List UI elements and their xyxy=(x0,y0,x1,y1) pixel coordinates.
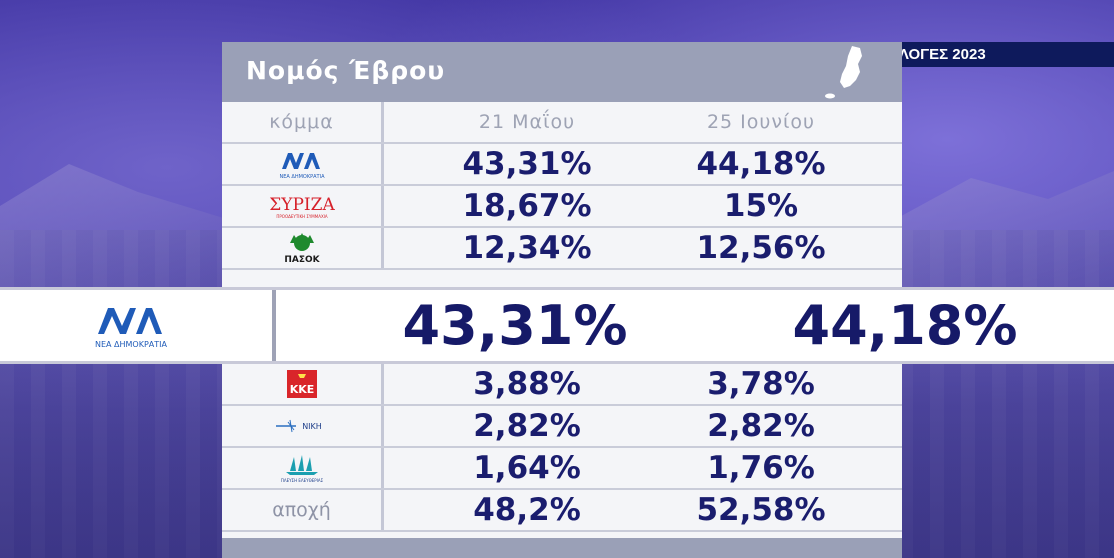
niki-june-value: 2,82% xyxy=(707,408,815,444)
syriza-logo: ΣΥΡΙΖΑ ΠΡΟΟΔΕΥΤΙΚΗ ΣΥΜΜΑΧΙΑ xyxy=(222,186,384,226)
highlight-nd-logo-icon: ΝΕΑ ΔΗΜΟΚΡΑΤΙΑ xyxy=(95,307,168,349)
table-row-nd: ΝΕΑ ΔΗΜΟΚΡΑΤΙΑ 43,31% 44,18% xyxy=(222,144,902,186)
pasok-logo-icon: ΠΑΣΟΚ xyxy=(284,233,320,265)
june-column-header: 25 Ιουνίου xyxy=(706,111,816,133)
table-header-row: κόμμα 21 Μαΐου 25 Ιουνίου xyxy=(222,102,902,144)
nd-logo-text: ΝΕΑ ΔΗΜΟΚΡΑΤΙΑ xyxy=(279,174,325,180)
pasok-may-value: 12,34% xyxy=(462,230,592,266)
plefsi-logo-icon: ΠΛΕΥΣΗ ΕΛΕΥΘΕΡΙΑΣ xyxy=(280,455,323,483)
niki-logo: ΝΙΚΗ xyxy=(222,406,384,446)
panel-header: Νομός Έβρου xyxy=(222,42,902,102)
syriza-logo-subtext: ΠΡΟΟΔΕΥΤΙΚΗ ΣΥΜΜΑΧΙΑ xyxy=(276,214,327,219)
prefecture-title: Νομός Έβρου xyxy=(246,56,446,85)
pasok-logo: ΠΑΣΟΚ xyxy=(222,228,384,268)
table-row-syriza: ΣΥΡΙΖΑ ΠΡΟΟΔΕΥΤΙΚΗ ΣΥΜΜΑΧΙΑ 18,67% 15% xyxy=(222,186,902,228)
plefsi-logo: ΠΛΕΥΣΗ ΕΛΕΥΘΕΡΙΑΣ xyxy=(222,448,384,488)
panel-footer xyxy=(222,538,902,558)
nd-logo: ΝΕΑ ΔΗΜΟΚΡΑΤΙΑ xyxy=(222,144,384,184)
syriza-logo-text: ΣΥΡΙΖΑ xyxy=(269,195,335,215)
evros-map-icon xyxy=(825,46,862,99)
kke-logo-text: ΚΚΕ xyxy=(289,383,314,396)
nd-june-value: 44,18% xyxy=(696,146,826,182)
nd-may-value: 43,31% xyxy=(462,146,592,182)
plefsi-logo-text: ΠΛΕΥΣΗ ΕΛΕΥΘΕΡΙΑΣ xyxy=(280,478,323,483)
pasok-logo-text: ΠΑΣΟΚ xyxy=(284,255,320,265)
highlight-may-value: 43,31% xyxy=(402,294,628,357)
kke-june-value: 3,78% xyxy=(707,366,815,402)
pasok-june-value: 12,56% xyxy=(696,230,826,266)
highlight-nd-logo: ΝΕΑ ΔΗΜΟΚΡΑΤΙΑ xyxy=(0,290,276,361)
plefsi-may-value: 1,64% xyxy=(473,450,581,486)
abstention-may-value: 48,2% xyxy=(473,492,581,528)
background-hill-right xyxy=(894,171,1114,290)
background-hill-left xyxy=(0,164,230,290)
niki-logo-text: ΝΙΚΗ xyxy=(302,422,322,431)
table-row-kke: ΚΚΕ 3,88% 3,78% xyxy=(222,364,902,406)
niki-may-value: 2,82% xyxy=(473,408,581,444)
party-header-label: κόμμα xyxy=(269,111,334,133)
table-row-plefsi: ΠΛΕΥΣΗ ΕΛΕΥΘΕΡΙΑΣ 1,64% 1,76% xyxy=(222,448,902,490)
plefsi-june-value: 1,76% xyxy=(707,450,815,486)
abstention-label-cell: αποχή xyxy=(222,490,384,530)
may-column-header: 21 Μαΐου xyxy=(478,111,576,133)
nd-logo-icon: ΝΕΑ ΔΗΜΟΚΡΑΤΙΑ xyxy=(279,153,325,180)
table-row-niki: ΝΙΚΗ 2,82% 2,82% xyxy=(222,406,902,448)
kke-logo-icon: ΚΚΕ xyxy=(286,370,317,398)
highlight-nd-logo-text: ΝΕΑ ΔΗΜΟΚΡΑΤΙΑ xyxy=(95,340,168,349)
kke-logo: ΚΚΕ xyxy=(222,364,384,404)
kke-may-value: 3,88% xyxy=(473,366,581,402)
syriza-logo-icon: ΣΥΡΙΖΑ ΠΡΟΟΔΕΥΤΙΚΗ ΣΥΜΜΑΧΙΑ xyxy=(269,195,335,219)
highlighted-party-bar: ΝΕΑ ΔΗΜΟΚΡΑΤΙΑ 43,31% 44,18% xyxy=(0,287,1114,364)
abstention-june-value: 52,58% xyxy=(696,492,826,528)
syriza-may-value: 18,67% xyxy=(462,188,592,224)
niki-logo-icon: ΝΙΚΗ xyxy=(275,419,322,433)
party-column-header: κόμμα xyxy=(222,102,384,142)
syriza-june-value: 15% xyxy=(723,188,799,224)
table-row-pasok: ΠΑΣΟΚ 12,34% 12,56% xyxy=(222,228,902,270)
highlight-june-value: 44,18% xyxy=(792,294,1018,357)
table-row-abstention: αποχή 48,2% 52,58% xyxy=(222,490,902,532)
abstention-label: αποχή xyxy=(272,499,331,521)
